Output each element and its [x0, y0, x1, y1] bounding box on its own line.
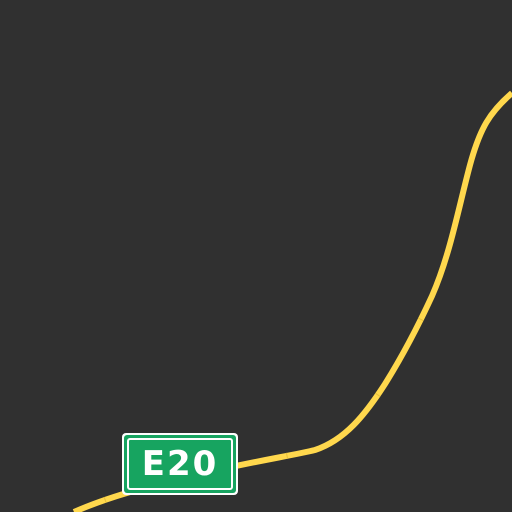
route-shield-face: E20 — [124, 435, 236, 493]
route-shield-inset-border: E20 — [127, 438, 233, 490]
road-joint — [417, 317, 424, 322]
route-shield-label: E20 — [141, 444, 219, 484]
route-shield-e20[interactable]: E20 — [122, 433, 238, 495]
road-segment-joints — [103, 317, 424, 503]
road-joint — [103, 496, 107, 503]
road-joint — [375, 392, 381, 397]
road-joint — [285, 452, 289, 459]
